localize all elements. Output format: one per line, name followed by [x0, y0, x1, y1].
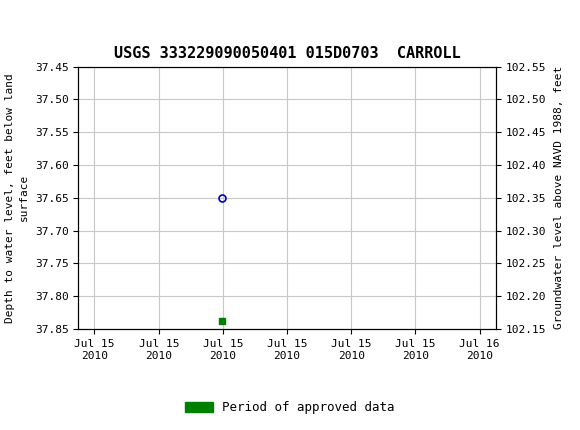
Text: USGS: USGS — [26, 6, 73, 26]
Legend: Period of approved data: Period of approved data — [180, 396, 400, 419]
Text: ≡: ≡ — [3, 4, 18, 28]
Y-axis label: Groundwater level above NAVD 1988, feet: Groundwater level above NAVD 1988, feet — [554, 66, 564, 329]
Title: USGS 333229090050401 015D0703  CARROLL: USGS 333229090050401 015D0703 CARROLL — [114, 46, 461, 61]
Y-axis label: Depth to water level, feet below land
surface: Depth to water level, feet below land su… — [5, 73, 29, 322]
